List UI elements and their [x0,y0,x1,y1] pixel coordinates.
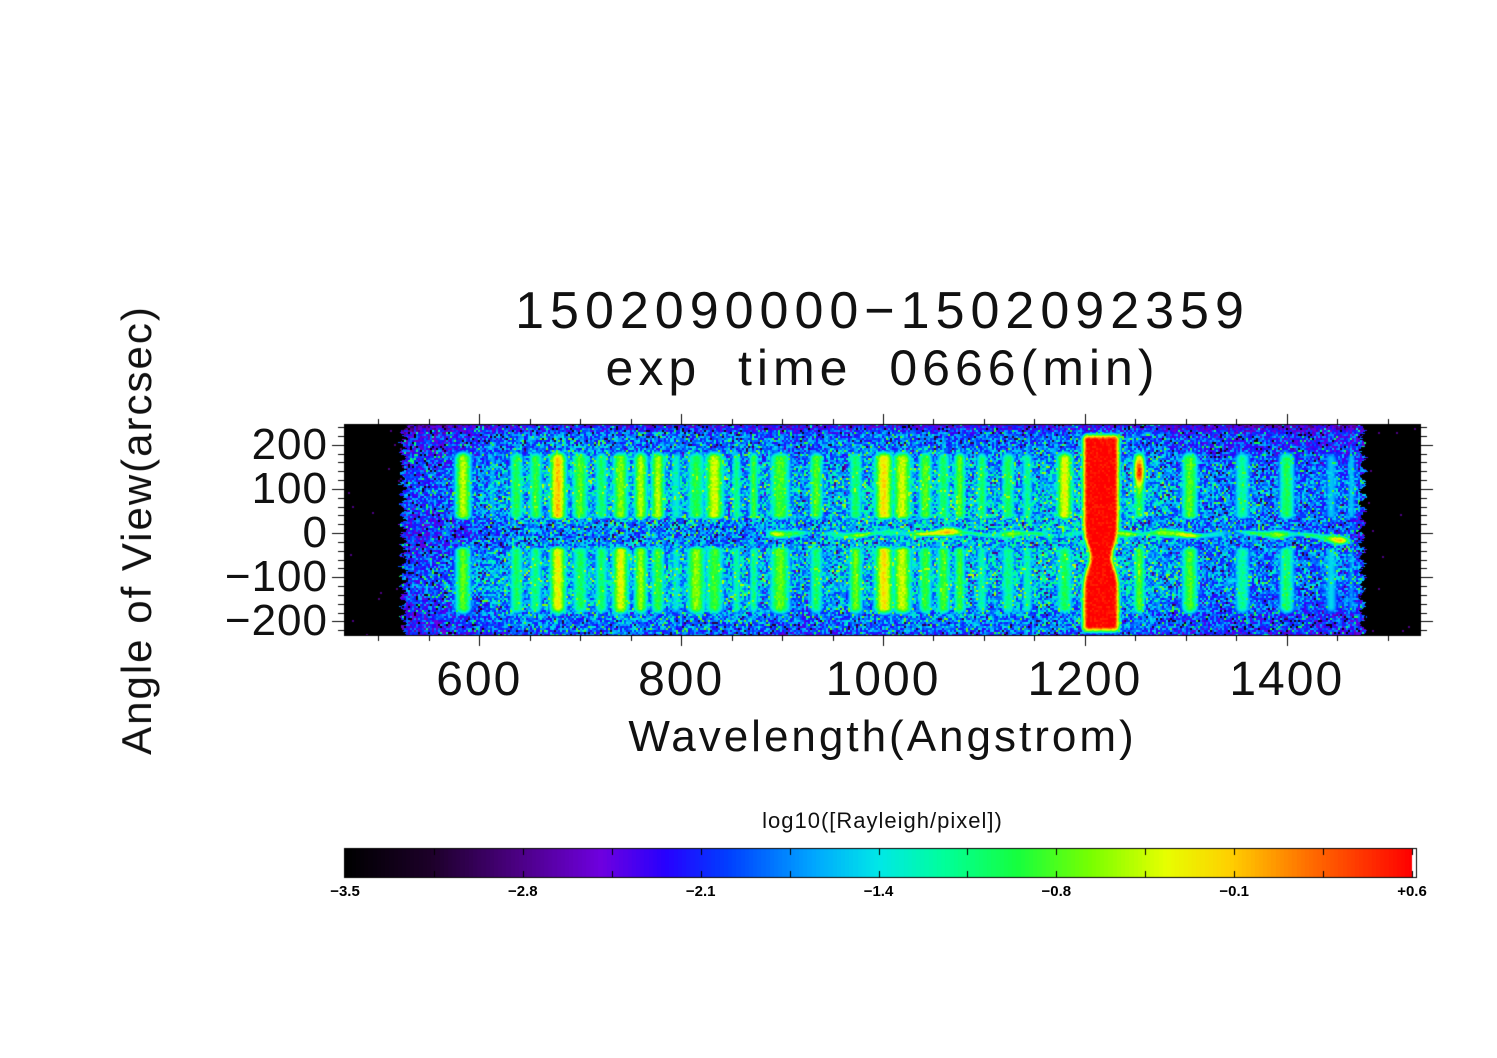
colorbar-tick-label: −2.8 [508,883,538,900]
colorbar-tick-label: +0.6 [1397,883,1427,900]
colorbar-tick-label: −1.4 [863,883,894,900]
y-axis-label: Angle of View(arcsec) [113,305,160,755]
x-tick-label: 1000 [825,653,941,706]
y-tick-label: −200 [224,596,328,646]
y-tick-label: −100 [224,552,328,602]
y-tick-label: 200 [251,419,328,469]
x-tick-label: 1400 [1229,653,1345,706]
x-axis-label: Wavelength(Angstrom) [628,712,1137,761]
colorbar-tick-label: −3.5 [330,883,360,900]
y-tick-label: 0 [302,508,328,558]
x-tick-label: 800 [638,653,725,706]
colorbar-tick-label: −2.1 [685,883,716,900]
x-tick-label: 1200 [1027,653,1143,706]
plot-subtitle: exp time 0666(min) [605,340,1160,396]
colorbar-tick-label: −0.8 [1041,883,1072,900]
x-tick-label: 600 [436,653,523,706]
plot-title: 1502090000−1502092359 [515,282,1250,340]
colorbar-tick-label: −0.1 [1219,883,1249,900]
y-tick-label: 100 [251,463,328,513]
colorbar-title: log10([Rayleigh/pixel]) [762,808,1003,833]
